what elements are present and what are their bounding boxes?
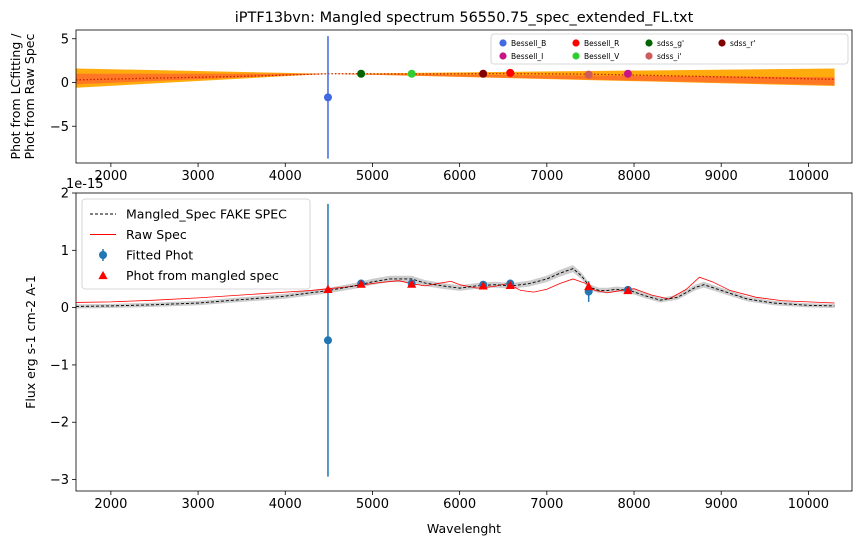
mangled-phot-point — [478, 281, 488, 290]
legend-label: sdss_g' — [657, 39, 684, 48]
mangled-phot-point — [407, 279, 417, 288]
plot-frame — [75, 192, 853, 492]
y-tick-label: −5 — [50, 120, 69, 135]
y-tick-label: 0 — [61, 301, 69, 316]
mangled-phot-point — [584, 281, 594, 291]
x-tick-label: 8000 — [617, 169, 650, 184]
legend-marker — [98, 270, 108, 280]
y-axis-label: Phot from LCfitting /Phot from Raw Spec — [8, 33, 37, 160]
legend-box — [81, 198, 311, 290]
legend-label: sdss_i' — [657, 52, 681, 61]
y-tick-label: 5 — [61, 32, 69, 47]
y-tick-label: −1 — [50, 358, 69, 373]
y-axis-label-line: Phot from Raw Spec — [22, 34, 37, 160]
x-tick-label: 3000 — [182, 497, 215, 512]
x-tick-label: 6000 — [443, 497, 476, 512]
mangled-spec-band — [76, 265, 835, 309]
top-ratio-chart: 2000 3000 4000 5000 6000 7000 8000 9000 10000 −5 0… — [8, 10, 853, 184]
y-axis-label-line: Phot from LCfitting / — [8, 33, 23, 160]
legend-label: Bessell_R — [584, 39, 619, 48]
x-tick-label: 4000 — [269, 497, 302, 512]
fitted-phot-point — [323, 336, 332, 345]
y-tick-label: 0 — [61, 76, 69, 91]
point-Bessell_B — [323, 93, 332, 102]
ratio-band-outer — [76, 68, 835, 88]
y-tick-label: −3 — [50, 473, 69, 488]
x-tick-label: 5000 — [356, 169, 389, 184]
x-axis-label: Wavelenght — [427, 521, 501, 536]
legend-label: Bessell_B — [511, 39, 546, 48]
x-tick-label: 8000 — [617, 497, 650, 512]
plot-area — [76, 36, 835, 159]
x-tick-label: 7000 — [530, 169, 563, 184]
mangled-phot-point — [323, 284, 333, 293]
point-sdss_r' — [479, 69, 488, 78]
point-sdss_g' — [357, 69, 366, 78]
legend-label: Bessell_I — [511, 52, 543, 61]
x-tick-label: 6000 — [443, 169, 476, 184]
y-tick-label: 1 — [61, 244, 69, 259]
x-tick-label: 4000 — [269, 169, 302, 184]
mangled-phot-point — [356, 279, 366, 288]
raw-spec-line — [76, 276, 835, 304]
x-tick-label: 2000 — [94, 497, 127, 512]
legend-box — [490, 33, 849, 65]
legend-label: Phot from mangled spec — [126, 268, 279, 283]
point-Bessell_V — [407, 69, 416, 78]
mangled-phot-point — [623, 285, 633, 295]
bottom-spectrum-chart: 2000 3000 4000 5000 6000 7000 8000 9000 10000 −3 −… — [23, 177, 853, 536]
x-tick-label: 5000 — [356, 497, 389, 512]
x-tick-label: 10000 — [788, 169, 829, 184]
legend-marker — [99, 251, 107, 259]
legend-marker — [645, 52, 653, 60]
legend-label: Mangled_Spec FAKE SPEC — [126, 207, 287, 222]
y-tick-label: 2 — [61, 187, 69, 202]
ratio-band-inner — [76, 73, 835, 86]
legend-marker — [645, 39, 653, 47]
mangled-phot-point — [505, 280, 515, 289]
x-tick-label: 9000 — [705, 169, 738, 184]
y-tick-label: −2 — [50, 416, 69, 431]
x-tick-label: 7000 — [530, 497, 563, 512]
legend-label: sdss_r' — [730, 39, 755, 48]
legend-marker — [718, 39, 726, 47]
legend-label: Raw Spec — [126, 227, 187, 242]
chart-title: iPTF13bvn: Mangled spectrum 56550.75_spe… — [235, 10, 694, 26]
y-axis-label: Flux erg s-1 cm-2 A-1 — [23, 275, 38, 409]
offset-text: 1e-15 — [66, 177, 104, 192]
ratio-curve — [76, 72, 835, 81]
x-tick-label: 3000 — [182, 169, 215, 184]
x-tick-label: 9000 — [705, 497, 738, 512]
legend-marker — [572, 39, 580, 47]
mangled-spec-line — [76, 268, 835, 307]
plot-area — [76, 203, 835, 477]
legend-marker — [499, 39, 507, 47]
x-tick-label: 2000 — [94, 169, 127, 184]
x-tick-label: 10000 — [788, 497, 829, 512]
legend-marker — [572, 52, 580, 60]
point-Bessell_R — [506, 68, 515, 77]
plot-frame — [75, 29, 853, 164]
point-sdss_i' — [584, 70, 593, 79]
point-Bessell_I — [623, 69, 632, 78]
legend-label: Fitted Phot — [126, 248, 193, 263]
legend-marker — [499, 52, 507, 60]
legend-label: Bessell_V — [584, 52, 620, 61]
